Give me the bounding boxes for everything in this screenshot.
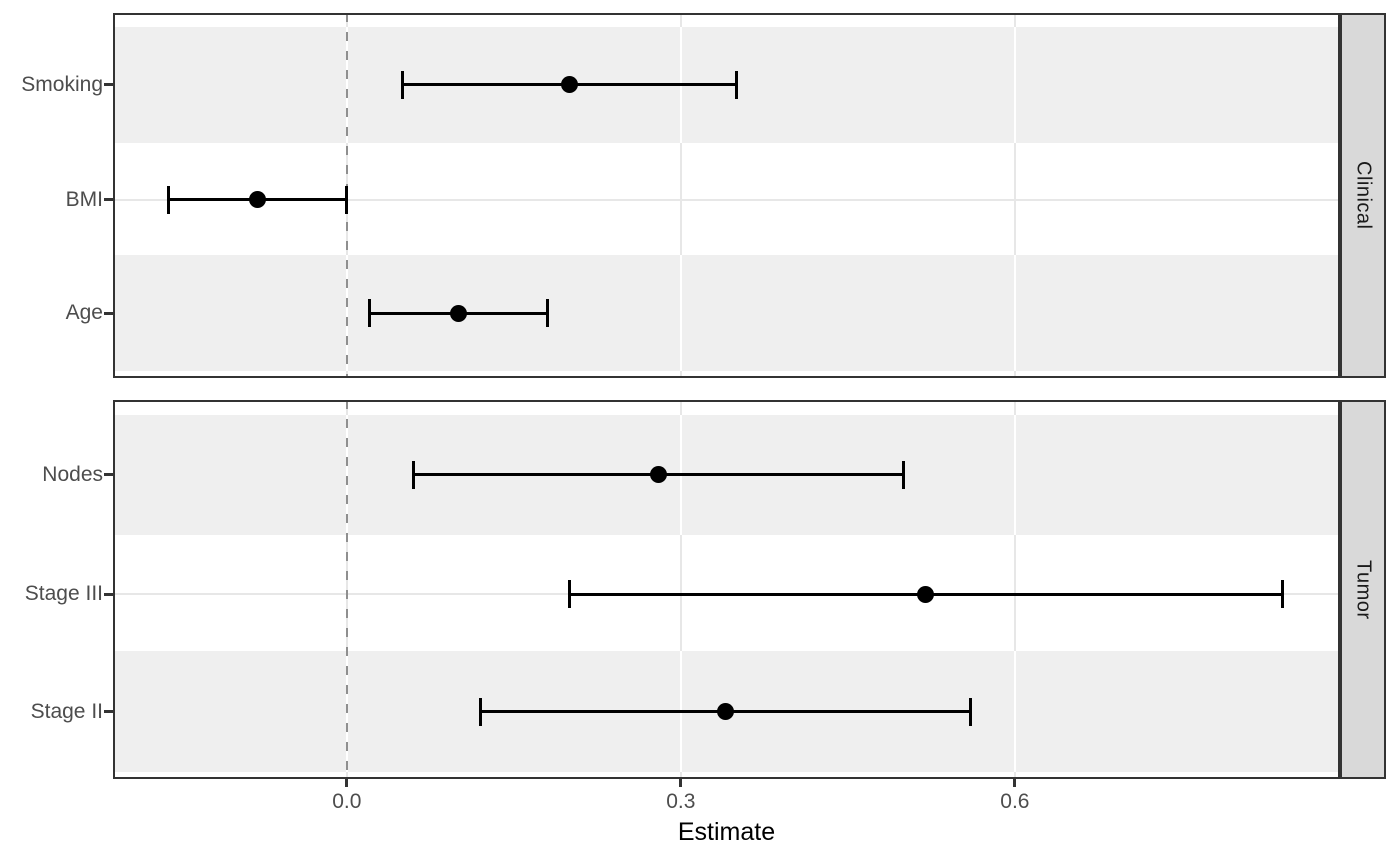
y-axis-label: Stage II: [30, 699, 103, 723]
y-tick-mark: [104, 198, 113, 202]
y-tick-mark: [104, 592, 113, 596]
facet-strip-clinical: Clinical: [1340, 13, 1386, 378]
gridline-vertical-on-stripe: [1013, 255, 1016, 371]
panel-border: [113, 400, 1340, 779]
point-estimate: [561, 76, 578, 94]
facet-strip-tumor: Tumor: [1340, 400, 1386, 779]
y-tick-mark: [104, 83, 113, 87]
gridline-vertical: [679, 400, 682, 779]
facet-panel-tumor: [113, 400, 1340, 779]
y-tick-mark: [104, 311, 113, 315]
y-tick-mark: [104, 710, 113, 714]
gridline-vertical: [1013, 13, 1016, 378]
error-bar-cap-high: [968, 697, 972, 726]
facet-strip-label: Tumor: [1352, 559, 1375, 620]
facet-panel-clinical: [113, 13, 1340, 378]
error-bar-cap-low: [367, 299, 371, 328]
error-bar-cap-low: [412, 460, 416, 489]
x-tick-mark: [1013, 779, 1017, 787]
y-axis-label: Stage III: [24, 582, 103, 606]
error-bar-cap-high: [545, 299, 549, 328]
gridline-vertical-on-stripe: [1013, 27, 1016, 143]
point-estimate: [449, 304, 467, 322]
zero-reference-line: [345, 400, 348, 779]
error-bar-cap-low: [400, 70, 404, 99]
x-tick-label: 0.3: [666, 790, 696, 813]
y-axis-label: Smoking: [21, 72, 103, 96]
error-bar-cap-low: [568, 580, 571, 609]
y-axis-label: Age: [65, 301, 103, 325]
panel-border: [113, 13, 1340, 378]
x-axis-title: Estimate: [677, 818, 776, 846]
error-bar-cap-low: [478, 697, 482, 726]
point-estimate: [249, 191, 267, 209]
error-bar-cap-low: [167, 185, 171, 214]
gridline-horizontal: [113, 198, 1340, 201]
error-bar-cap-high: [1280, 580, 1284, 609]
point-estimate: [650, 466, 668, 484]
point-estimate: [716, 703, 734, 721]
x-tick-mark: [345, 779, 349, 787]
x-tick-mark: [679, 779, 683, 787]
gridline-vertical-on-stripe: [1013, 651, 1016, 772]
x-tick-label: 0.6: [1000, 790, 1030, 813]
x-tick-label: 0.0: [332, 790, 362, 813]
error-bar-cap-high: [735, 70, 739, 99]
y-tick-mark: [104, 473, 113, 477]
gridline-vertical-on-stripe: [1013, 414, 1016, 535]
error-bar-cap-high: [902, 460, 906, 489]
y-axis-label: BMI: [65, 187, 103, 211]
error-bar-cap-high: [345, 185, 349, 214]
facet-strip-label: Clinical: [1352, 161, 1375, 230]
gridline-vertical: [1013, 400, 1016, 779]
row-stripe: [113, 255, 1340, 371]
gridline-vertical-on-stripe: [679, 255, 682, 371]
gridline-vertical: [679, 13, 682, 378]
y-axis-label: Nodes: [42, 462, 103, 486]
point-estimate: [917, 585, 935, 603]
